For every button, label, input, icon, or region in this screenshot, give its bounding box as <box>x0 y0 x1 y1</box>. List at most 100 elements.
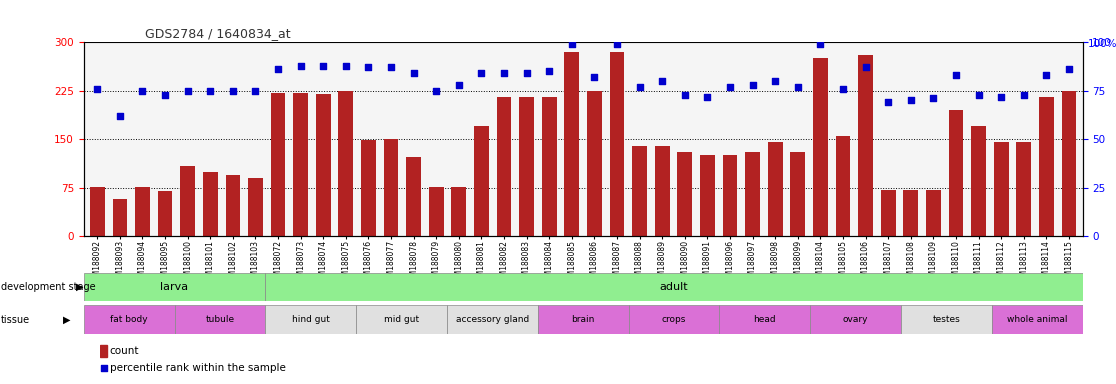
Point <box>88 86 106 92</box>
Point <box>721 84 739 90</box>
Point <box>224 88 242 94</box>
Bar <box>565 52 579 236</box>
Text: whole animal: whole animal <box>1007 315 1067 324</box>
Bar <box>406 157 421 236</box>
Bar <box>497 97 511 236</box>
Point <box>924 95 942 101</box>
Point <box>405 70 423 76</box>
Point <box>472 70 490 76</box>
Bar <box>720 305 810 334</box>
Point <box>1038 72 1056 78</box>
Bar <box>519 97 533 236</box>
Point <box>857 65 875 71</box>
Point <box>337 63 355 69</box>
Point <box>608 41 626 47</box>
Point <box>518 70 536 76</box>
Bar <box>1039 97 1054 236</box>
Point <box>247 88 264 94</box>
Bar <box>949 110 963 236</box>
Point <box>496 70 513 76</box>
Bar <box>790 152 805 236</box>
Bar <box>1017 142 1031 236</box>
Text: ▶: ▶ <box>76 282 84 292</box>
Bar <box>90 187 105 236</box>
Text: brain: brain <box>571 315 595 324</box>
Bar <box>810 305 901 334</box>
Bar <box>992 305 1083 334</box>
Point <box>1014 91 1032 98</box>
Bar <box>768 142 782 236</box>
Bar <box>316 94 330 236</box>
Text: head: head <box>753 315 776 324</box>
Point <box>156 91 174 98</box>
Text: larva: larva <box>161 282 189 292</box>
Point <box>1060 66 1078 73</box>
Bar <box>587 91 602 236</box>
Bar <box>446 305 538 334</box>
Bar <box>429 187 443 236</box>
Point <box>315 63 333 69</box>
Point <box>834 86 852 92</box>
Point <box>699 93 716 99</box>
Point <box>970 91 988 98</box>
Point <box>359 65 377 71</box>
Point <box>767 78 785 84</box>
Bar <box>225 175 240 236</box>
Text: tissue: tissue <box>1 314 30 325</box>
Bar <box>356 305 446 334</box>
Bar <box>881 190 895 236</box>
Point <box>562 41 580 47</box>
Bar <box>266 305 356 334</box>
Point <box>992 93 1010 99</box>
Point <box>631 84 648 90</box>
Bar <box>901 305 992 334</box>
Point <box>879 99 897 106</box>
Point <box>427 88 445 94</box>
Bar <box>362 141 376 236</box>
Bar <box>84 305 174 334</box>
Bar <box>1061 91 1076 236</box>
Point <box>134 88 152 94</box>
Bar <box>971 126 985 236</box>
Bar <box>452 187 466 236</box>
Bar <box>384 139 398 236</box>
Bar <box>994 142 1009 236</box>
Point <box>789 84 807 90</box>
Bar <box>538 305 628 334</box>
Bar <box>157 191 172 236</box>
Bar <box>474 126 489 236</box>
Bar <box>100 345 107 357</box>
Point <box>291 63 309 69</box>
Bar <box>633 146 647 236</box>
Point <box>259 277 277 283</box>
Point <box>947 72 965 78</box>
Point <box>586 74 604 80</box>
Text: adult: adult <box>660 282 689 292</box>
Bar <box>700 156 714 236</box>
Bar <box>609 52 624 236</box>
Bar <box>84 273 266 301</box>
Bar <box>203 172 218 236</box>
Bar <box>248 178 262 236</box>
Bar <box>113 199 127 236</box>
Text: development stage: development stage <box>1 282 96 292</box>
Bar <box>294 93 308 236</box>
Bar <box>858 55 873 236</box>
Bar <box>174 305 266 334</box>
Text: crops: crops <box>662 315 686 324</box>
Bar <box>745 152 760 236</box>
Point <box>269 66 287 73</box>
Text: ovary: ovary <box>843 315 868 324</box>
Point <box>743 82 761 88</box>
Bar <box>271 93 286 236</box>
Point <box>902 98 920 104</box>
Point <box>450 82 468 88</box>
Point <box>676 91 694 98</box>
Text: mid gut: mid gut <box>384 315 420 324</box>
Bar <box>723 156 738 236</box>
Bar <box>266 273 1083 301</box>
Point <box>653 78 671 84</box>
Point <box>382 65 400 71</box>
Bar <box>628 305 720 334</box>
Text: count: count <box>109 346 140 356</box>
